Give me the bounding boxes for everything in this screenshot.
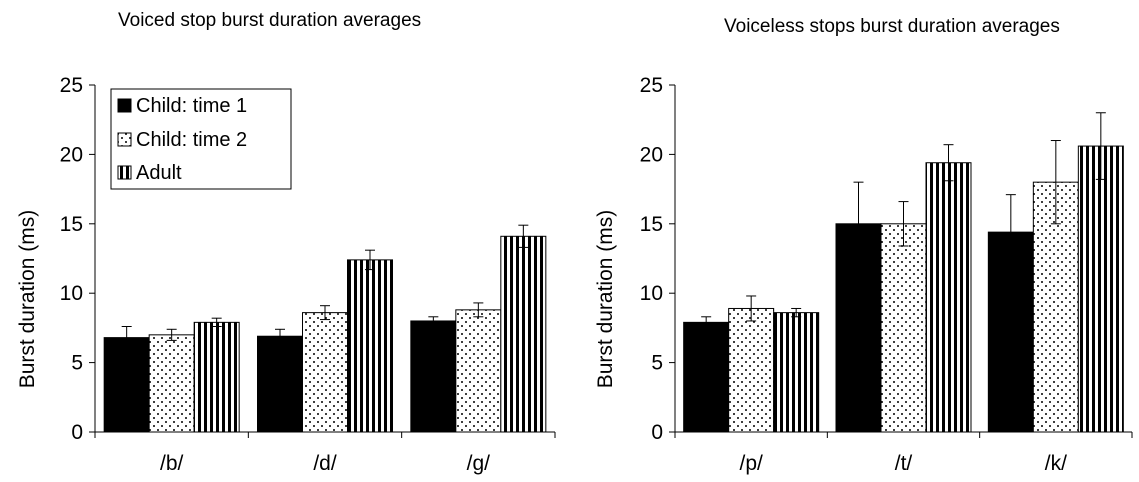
bar-adult-b — [193, 321, 240, 433]
legend-box — [110, 88, 292, 190]
legend-swatch-adult — [117, 165, 132, 180]
y-tick-label: 15 — [640, 213, 663, 236]
x-tick-label: /d/ — [313, 452, 337, 475]
bar-child-time-2-t — [880, 223, 927, 433]
x-tick-label: /g/ — [467, 452, 491, 475]
left-chart-title: Voiced stop burst duration averages — [118, 10, 422, 31]
legend-label-child-time-2: Child: time 2 — [136, 129, 247, 151]
bar-child-time-1-b — [103, 337, 150, 433]
x-tick-label: /t/ — [895, 452, 913, 475]
bar-child-time-2-p — [728, 307, 775, 433]
bar-adult-k — [1077, 145, 1124, 433]
bar-adult-g — [500, 235, 547, 433]
legend: Child: time 1 Child: time 2 Adult — [110, 88, 292, 190]
legend-label-child-time-1: Child: time 1 — [136, 95, 247, 117]
axes-group: /b/ /d/ /g/0 5 10 15 20 25 — [60, 74, 556, 475]
y-tick-label: 0 — [651, 421, 663, 444]
bar-adult-p — [773, 312, 820, 433]
y-tick-label: 5 — [651, 352, 663, 375]
y-tick-label: 25 — [640, 74, 663, 97]
bar-adult-d — [347, 259, 393, 433]
y-axis-label: Burst duration (ms) — [16, 210, 39, 389]
legend-label-adult: Adult — [136, 162, 182, 184]
bars-group — [683, 112, 1124, 433]
bars-group — [103, 224, 547, 433]
x-tick-label: /k/ — [1045, 452, 1067, 475]
y-tick-label: 25 — [60, 74, 83, 97]
x-tick-label: /p/ — [739, 452, 763, 475]
y-tick-label: 15 — [60, 213, 83, 236]
y-tick-label: 0 — [71, 421, 83, 444]
legend-swatch-child-time-2 — [117, 132, 132, 147]
y-axis-label: Burst duration (ms) — [594, 210, 617, 389]
bar-child-time-1-g — [410, 320, 457, 433]
y-tick-label: 20 — [640, 143, 663, 166]
right-chart-title: Voiceless stops burst duration averages — [724, 16, 1060, 37]
voiced-chart: Burst duration (ms) /b/ /d/ /g/0 5 10 15 20 25 — [16, 74, 556, 475]
x-tick-label: /b/ — [160, 452, 184, 475]
y-tick-label: 10 — [60, 282, 83, 305]
bar-adult-t — [925, 162, 972, 433]
y-tick-label: 20 — [60, 143, 83, 166]
bar-child-time-2-d — [302, 312, 348, 433]
legend-swatch-child-time-1 — [117, 98, 132, 113]
axes-group: /p/ /t/ /k/0 5 10 15 20 25 — [640, 74, 1133, 475]
voiceless-chart: Burst duration (ms) /p/ /t/ /k/0 5 10 15 20 25 — [594, 74, 1133, 475]
y-tick-label: 5 — [71, 352, 83, 375]
bar-child-time-1-p — [683, 321, 730, 433]
y-tick-label: 10 — [640, 282, 663, 305]
bar-child-time-2-g — [455, 309, 502, 433]
bar-child-time-1-d — [257, 335, 303, 433]
bar-child-time-2-b — [148, 334, 195, 433]
